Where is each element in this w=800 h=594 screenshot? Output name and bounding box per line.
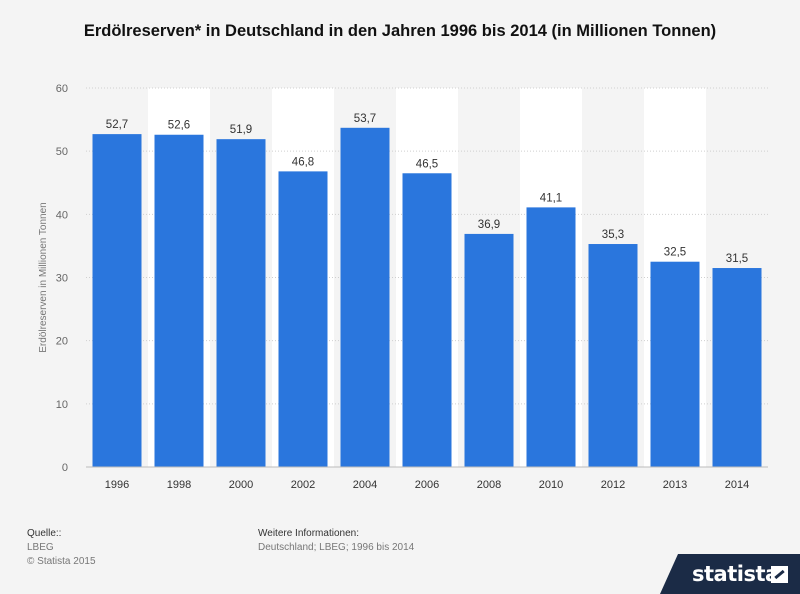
copyright-text: © Statista 2015 bbox=[27, 556, 96, 567]
value-label: 51,9 bbox=[230, 124, 252, 136]
bar bbox=[526, 207, 576, 467]
x-tick-label: 2000 bbox=[229, 479, 253, 491]
x-tick-label: 2008 bbox=[477, 479, 501, 491]
info-text: Deutschland; LBEG; 1996 bis 2014 bbox=[258, 542, 415, 553]
bar bbox=[464, 233, 514, 467]
x-tick-label: 2006 bbox=[415, 479, 439, 491]
y-tick-label: 30 bbox=[56, 273, 68, 285]
value-label: 41,1 bbox=[540, 192, 562, 204]
statista-logo[interactable]: statista bbox=[660, 554, 800, 594]
value-label: 53,7 bbox=[354, 113, 376, 125]
x-tick-label: 2004 bbox=[353, 479, 377, 491]
bar bbox=[278, 171, 328, 467]
info-block: Weitere Informationen: Deutschland; LBEG… bbox=[258, 527, 414, 555]
value-label: 52,6 bbox=[168, 120, 190, 132]
x-tick-label: 2012 bbox=[601, 479, 625, 491]
y-tick-label: 20 bbox=[56, 336, 68, 348]
x-axis-ticks: 1996 1998 2000 2002 2004 2006 2008 2010 2012 2013… bbox=[105, 479, 749, 491]
y-tick-label: 40 bbox=[56, 209, 68, 221]
bar bbox=[650, 261, 700, 467]
value-label: 52,7 bbox=[106, 119, 128, 131]
y-tick-label: 0 bbox=[62, 462, 68, 474]
value-label: 31,5 bbox=[726, 253, 748, 265]
value-label: 46,5 bbox=[416, 158, 438, 170]
bar bbox=[216, 139, 266, 468]
y-axis-label: Erdölreserven in Millionen Tonnen bbox=[38, 202, 49, 352]
x-tick-label: 2014 bbox=[725, 479, 749, 491]
y-axis-ticks: 0 10 20 30 40 50 60 bbox=[56, 83, 68, 474]
chart-title: Erdölreserven* in Deutschland in den Jah… bbox=[83, 22, 717, 40]
statista-logo-icon bbox=[771, 566, 788, 583]
x-tick-label: 1998 bbox=[167, 479, 191, 491]
value-label: 36,9 bbox=[478, 219, 500, 231]
bar bbox=[402, 173, 452, 467]
source-block: Quelle:: LBEG © Statista 2015 bbox=[27, 527, 96, 569]
bar bbox=[712, 268, 762, 467]
bars bbox=[92, 127, 762, 468]
value-label: 46,8 bbox=[292, 156, 314, 168]
info-heading: Weitere Informationen: bbox=[258, 528, 359, 539]
y-tick-label: 50 bbox=[56, 146, 68, 158]
x-tick-label: 1996 bbox=[105, 479, 129, 491]
y-tick-label: 10 bbox=[56, 399, 68, 411]
source-name[interactable]: LBEG bbox=[27, 542, 54, 553]
value-label: 35,3 bbox=[602, 229, 624, 241]
x-tick-label: 2013 bbox=[663, 479, 687, 491]
bar bbox=[154, 134, 204, 467]
x-tick-label: 2002 bbox=[291, 479, 315, 491]
bar bbox=[588, 244, 638, 467]
value-label: 32,5 bbox=[664, 247, 686, 259]
bar bbox=[340, 127, 390, 468]
bar bbox=[92, 134, 142, 467]
y-tick-label: 60 bbox=[56, 83, 68, 95]
value-labels: 52,7 52,6 51,9 46,8 53,7 46,5 36,9 41,1 35,3 32,5… bbox=[106, 113, 748, 265]
x-tick-label: 2010 bbox=[539, 479, 563, 491]
source-heading: Quelle:: bbox=[27, 528, 62, 539]
brand-name: statista bbox=[692, 562, 779, 586]
